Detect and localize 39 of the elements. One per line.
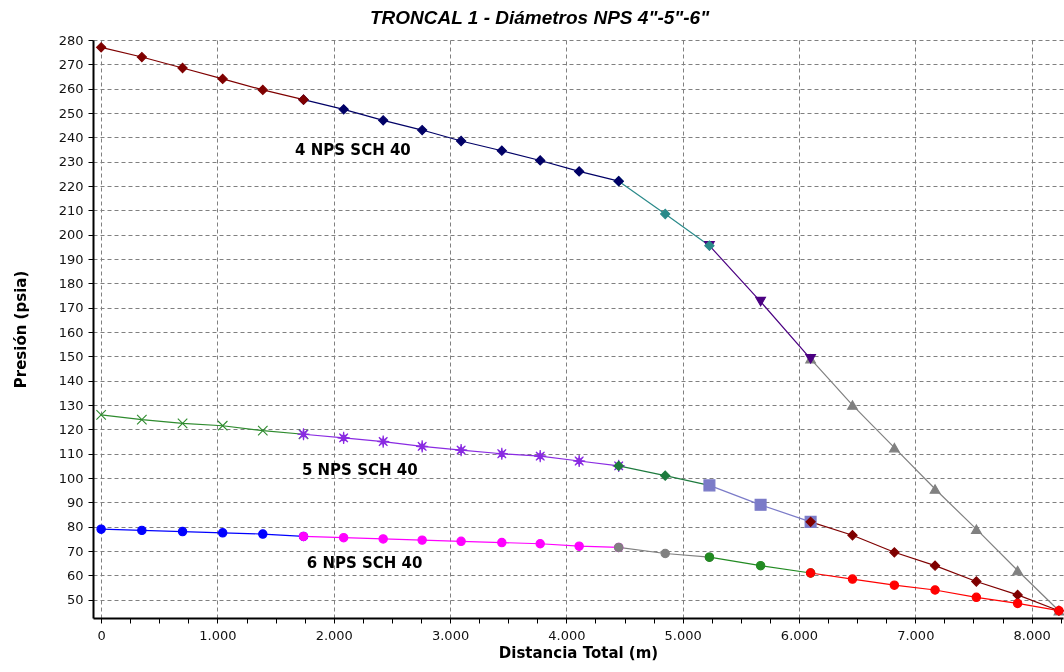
annotation: 5 NPS SCH 40	[301, 461, 418, 480]
y-tick-label: 50	[66, 592, 84, 608]
y-tick-label: 170	[58, 300, 84, 316]
y-tick-label: 100	[58, 470, 84, 486]
y-tick-label: 150	[58, 348, 84, 364]
annotation: 4 NPS SCH 40	[295, 140, 411, 159]
y-tick-label: 220	[58, 178, 84, 194]
x-tick-label: 3.000	[431, 627, 470, 643]
y-tick-label: 200	[58, 227, 84, 243]
y-axis-title: Presión (psia)	[11, 270, 30, 389]
annotation: 6 NPS SCH 40	[306, 554, 423, 573]
x-tick-label: 6.000	[780, 627, 819, 643]
y-tick-label: 240	[58, 129, 84, 145]
y-tick-label: 110	[58, 446, 84, 462]
y-tick-label: 120	[58, 421, 84, 437]
x-tick-label: 4.000	[548, 627, 586, 643]
x-tick-label: 8.000	[1013, 627, 1051, 643]
y-tick-label: 190	[58, 251, 84, 267]
y-tick-label: 280	[58, 32, 84, 48]
x-axis-title: Distancia Total (m)	[498, 643, 659, 662]
y-tick-label: 270	[58, 56, 84, 72]
x-tick-label: 0	[97, 627, 106, 643]
y-tick-label: 210	[58, 202, 84, 218]
y-tick-label: 250	[58, 105, 84, 121]
chart-title: TRONCAL 1 - Diámetros NPS 4"-5"-6"	[369, 7, 711, 28]
y-tick-label: 80	[66, 519, 84, 535]
x-tick-label: 5.000	[664, 627, 702, 643]
y-tick-label: 130	[58, 397, 84, 413]
x-tick-label: 1.000	[199, 627, 237, 643]
y-tick-label: 260	[58, 81, 84, 97]
y-tick-label: 180	[58, 275, 84, 291]
y-tick-label: 60	[66, 567, 84, 583]
x-tick-label: 2.000	[315, 627, 353, 643]
y-tick-label: 230	[58, 154, 84, 170]
x-tick-label: 7.000	[897, 627, 935, 643]
y-tick-label: 70	[66, 543, 84, 559]
y-tick-label: 90	[66, 494, 84, 510]
y-tick-label: 140	[58, 373, 84, 389]
y-tick-label: 160	[58, 324, 84, 340]
